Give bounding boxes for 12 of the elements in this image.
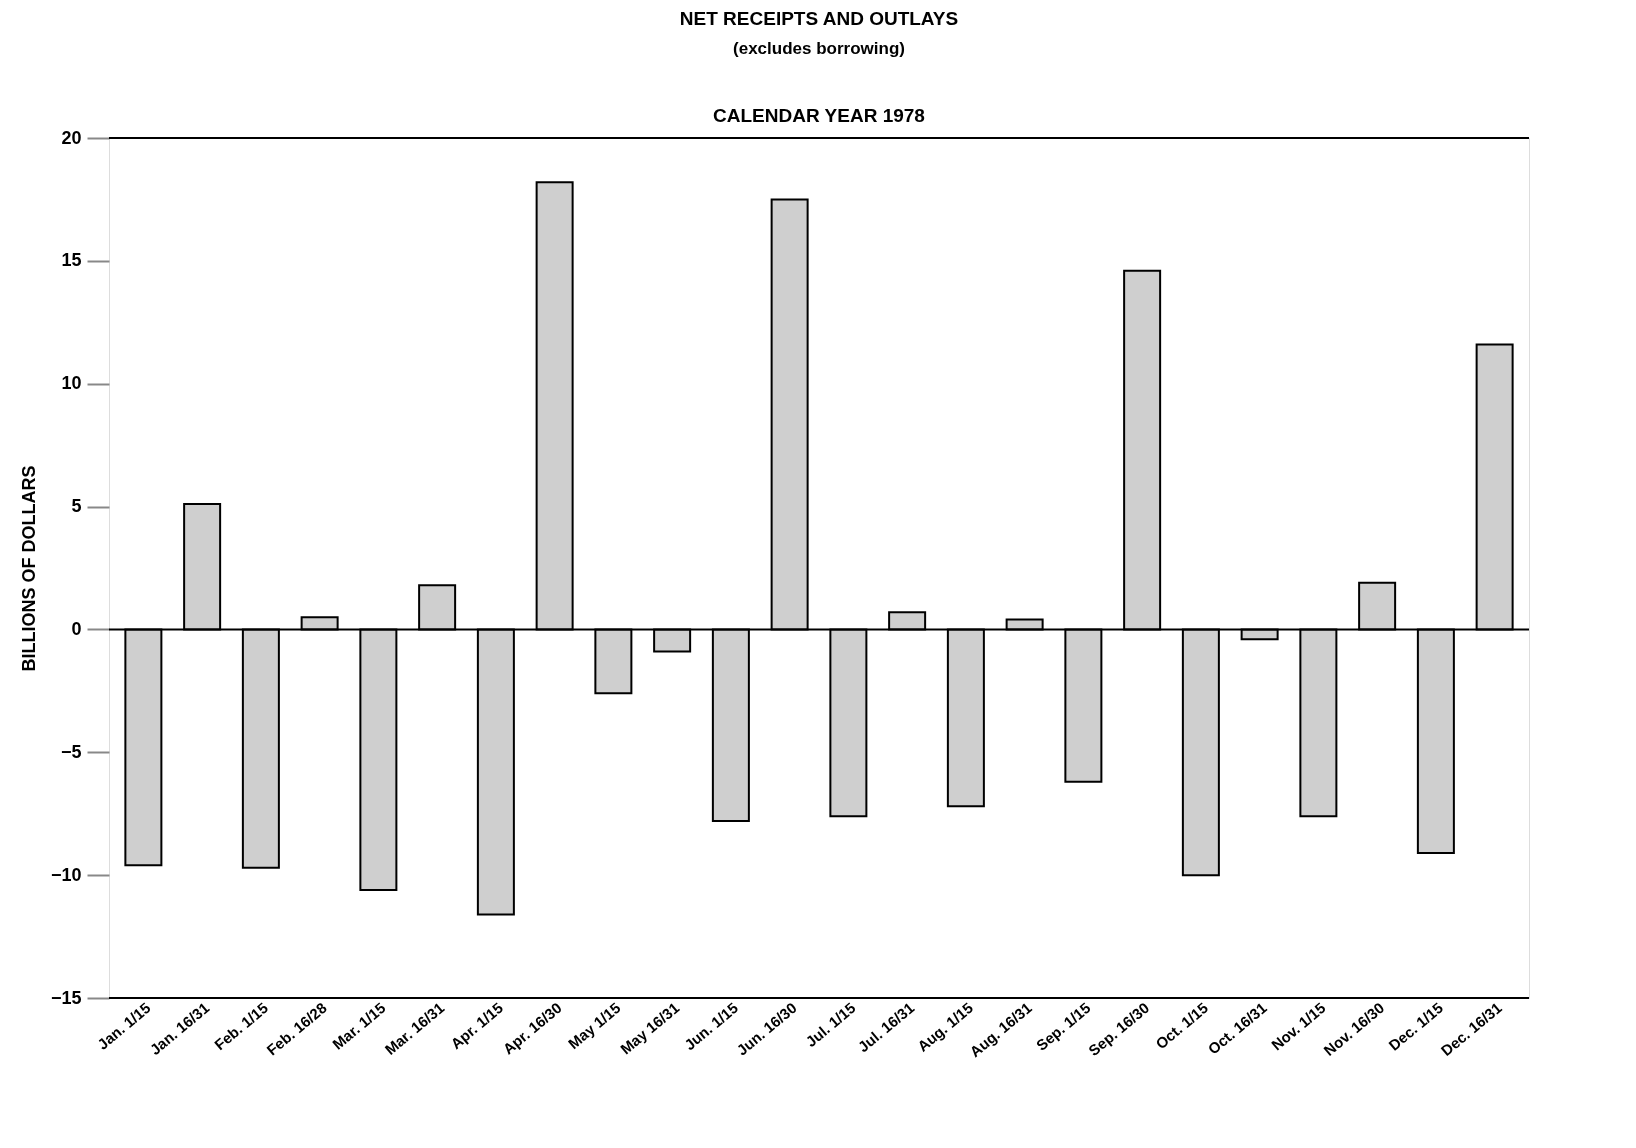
y-tick-label: −10 [50,864,82,885]
y-tick-label: −5 [60,741,82,762]
y-tick-label: −15 [50,987,82,1008]
chart-title: NET RECEIPTS AND OUTLAYS [679,8,959,29]
y-tick-label: 10 [61,373,82,394]
y-tick-label: 20 [61,127,82,148]
text: CALENDAR YEAR 1978 [713,105,925,126]
y-tick-label: 15 [61,250,82,271]
y-tick-label: 0 [71,618,82,639]
y-axis-title: BILLIONS OF DOLLARS [18,465,39,672]
chart-subtitle: (excludes borrowing) [733,39,905,58]
y-tick-label: 5 [71,496,82,517]
